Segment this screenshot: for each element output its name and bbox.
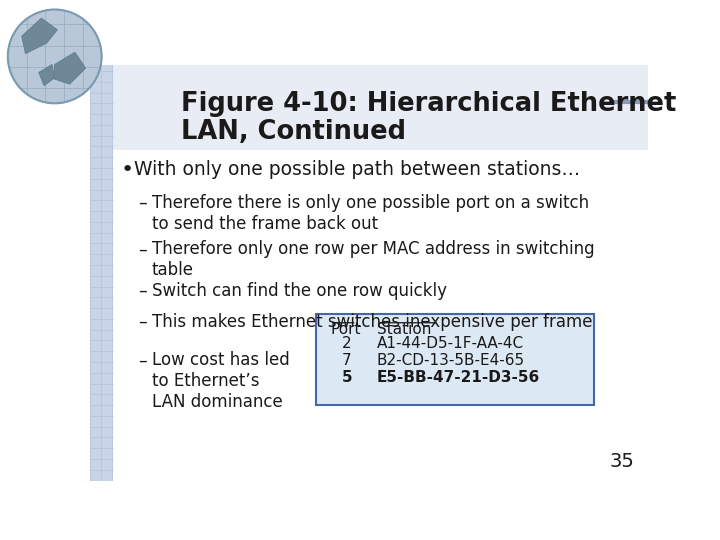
Text: 7: 7	[342, 353, 351, 368]
Text: Low cost has led
to Ethernet’s
LAN dominance: Low cost has led to Ethernet’s LAN domin…	[152, 351, 289, 411]
Circle shape	[8, 10, 102, 103]
Text: Therefore there is only one possible port on a switch
to send the frame back out: Therefore there is only one possible por…	[152, 194, 589, 233]
Polygon shape	[22, 18, 58, 54]
Text: This makes Ethernet switches inexpensive per frame: This makes Ethernet switches inexpensive…	[152, 313, 593, 330]
Text: 2: 2	[342, 336, 351, 351]
Text: 5: 5	[342, 370, 353, 384]
FancyBboxPatch shape	[113, 65, 648, 150]
Text: With only one possible path between stations…: With only one possible path between stat…	[134, 159, 580, 179]
Text: B2-CD-13-5B-E4-65: B2-CD-13-5B-E4-65	[377, 353, 525, 368]
FancyBboxPatch shape	[316, 314, 594, 405]
Polygon shape	[39, 64, 55, 86]
Text: Port: Port	[330, 322, 361, 337]
Text: –: –	[138, 351, 147, 369]
Text: –: –	[138, 194, 147, 212]
Text: E5-BB-47-21-D3-56: E5-BB-47-21-D3-56	[377, 370, 540, 384]
Text: Switch can find the one row quickly: Switch can find the one row quickly	[152, 282, 447, 300]
Text: –: –	[138, 313, 147, 330]
Text: Station: Station	[377, 322, 431, 337]
Text: LAN, Continued: LAN, Continued	[181, 119, 407, 145]
Text: Therefore only one row per MAC address in switching
table: Therefore only one row per MAC address i…	[152, 240, 595, 279]
FancyBboxPatch shape	[90, 65, 113, 481]
Polygon shape	[54, 52, 86, 84]
Text: –: –	[138, 282, 147, 300]
Text: 35: 35	[609, 453, 634, 471]
Text: –: –	[138, 240, 147, 258]
Text: A1-44-D5-1F-AA-4C: A1-44-D5-1F-AA-4C	[377, 336, 524, 351]
Text: •: •	[121, 159, 134, 179]
Text: Figure 4-10: Hierarchical Ethernet: Figure 4-10: Hierarchical Ethernet	[181, 91, 677, 117]
